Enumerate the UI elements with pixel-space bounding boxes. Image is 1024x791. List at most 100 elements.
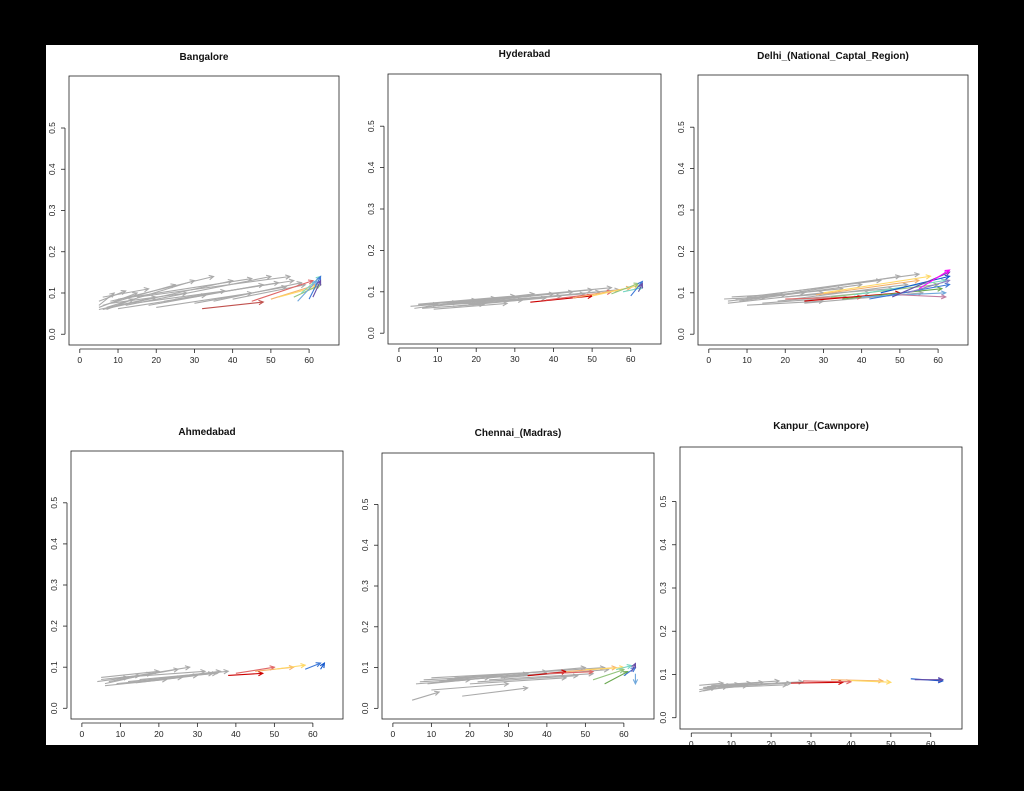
- x-tick-label: 60: [304, 355, 314, 365]
- y-tick-label: 0.0: [49, 702, 59, 714]
- arrow-series: [98, 274, 322, 311]
- y-tick-label: 0.1: [360, 661, 370, 673]
- y-tick-label: 0.5: [658, 495, 668, 507]
- y-tick-label: 0.3: [676, 204, 686, 216]
- color-arrow: [842, 286, 944, 300]
- panel-4: Ahmedabad 0 10 20 30 40 50 60 0.0 0.1 0.2 0.3 0.4 0.5: [49, 427, 344, 739]
- y-axis: 0.0 0.1 0.2 0.3 0.4 0.5: [366, 120, 385, 339]
- x-tick-label: 40: [228, 355, 238, 365]
- y-tick-label: 0.1: [658, 668, 668, 680]
- color-arrow: [637, 282, 643, 293]
- arrow-series: [699, 676, 945, 693]
- color-arrow: [202, 299, 265, 310]
- x-axis: 0 10 20 30 40 50 60: [77, 348, 314, 365]
- grey-arrow: [766, 272, 921, 296]
- x-tick-label: 20: [471, 354, 481, 364]
- x-tick-label: 40: [549, 354, 559, 364]
- y-tick-label: 0.2: [360, 621, 370, 633]
- x-tick-label: 20: [151, 355, 161, 365]
- x-tick-label: 30: [510, 354, 520, 364]
- x-tick-label: 50: [895, 355, 905, 365]
- y-tick-label: 0.1: [47, 287, 57, 299]
- x-tick-label: 10: [113, 355, 123, 365]
- y-tick-label: 0.3: [49, 579, 59, 591]
- y-tick-label: 0.3: [360, 580, 370, 592]
- grey-arrow: [462, 685, 529, 697]
- color-arrow: [815, 278, 921, 296]
- color-arrow: [604, 671, 629, 685]
- x-tick-label: 40: [846, 739, 856, 745]
- x-tick-label: 10: [433, 354, 443, 364]
- x-tick-label: 20: [766, 739, 776, 745]
- y-axis: 0.0 0.1 0.2 0.3 0.4 0.5: [49, 497, 68, 714]
- grey-arrow: [137, 274, 292, 298]
- x-tick-label: 20: [465, 729, 475, 739]
- plot-frame: [70, 450, 344, 720]
- panel-title: Hyderabad: [499, 49, 551, 60]
- y-tick-label: 0.2: [49, 620, 59, 632]
- y-axis: 0.0 0.1 0.2 0.3 0.4 0.5: [360, 498, 379, 714]
- panel-title: Bangalore: [180, 52, 229, 63]
- x-tick-label: 30: [193, 729, 203, 739]
- x-tick-label: 0: [397, 354, 402, 364]
- panel-title: Delhi_(National_Captal_Region): [757, 51, 909, 62]
- plot-frame: [381, 452, 655, 720]
- x-tick-label: 60: [626, 354, 636, 364]
- grey-arrow: [175, 278, 296, 300]
- x-tick-label: 10: [742, 355, 752, 365]
- panel-title: Kanpur_(Cawnpore): [773, 421, 869, 432]
- x-tick-label: 0: [391, 729, 396, 739]
- y-axis: 0.0 0.1 0.2 0.3 0.4 0.5: [47, 122, 66, 340]
- color-arrow: [850, 679, 893, 685]
- color-arrow: [251, 279, 315, 302]
- color-arrow: [304, 662, 322, 670]
- color-arrow: [274, 663, 307, 670]
- x-tick-label: 30: [819, 355, 829, 365]
- y-tick-label: 0.2: [676, 245, 686, 257]
- color-arrow: [312, 279, 322, 298]
- grey-arrow: [456, 285, 613, 303]
- x-tick-label: 60: [308, 729, 318, 739]
- y-tick-label: 0.0: [366, 327, 376, 339]
- x-tick-label: 30: [504, 729, 514, 739]
- grey-arrow: [411, 690, 441, 701]
- x-tick-label: 0: [80, 729, 85, 739]
- panel-3: Delhi_(National_Captal_Region) 0 10 20 30 40 5…: [676, 51, 969, 365]
- color-arrow: [319, 662, 326, 670]
- panel-title: Chennai_(Madras): [475, 428, 562, 439]
- x-tick-label: 60: [926, 739, 936, 745]
- color-arrow: [823, 274, 932, 294]
- x-tick-label: 50: [886, 739, 896, 745]
- x-tick-label: 0: [689, 739, 694, 745]
- plot-frame: [697, 74, 969, 346]
- y-tick-label: 0.4: [676, 162, 686, 174]
- color-arrow: [255, 664, 295, 672]
- y-tick-label: 0.5: [360, 498, 370, 510]
- grey-arrow: [110, 290, 189, 304]
- arrow-series: [97, 662, 326, 687]
- plot-frame: [679, 446, 963, 730]
- panel-6: Kanpur_(Cawnpore)0 10 20 30 40 50 600.00.10.20…: [658, 421, 963, 749]
- y-tick-label: 0.3: [47, 204, 57, 216]
- x-axis: 0 10 20 30 40 50 60: [689, 732, 936, 749]
- y-tick-label: 0.5: [676, 121, 686, 133]
- x-axis: 0 10 20 30 40 50 60: [80, 722, 318, 739]
- grey-arrow: [723, 682, 789, 689]
- arrow-series: [411, 662, 639, 701]
- color-arrow: [907, 279, 951, 294]
- arrow-series: [724, 269, 951, 306]
- color-arrow: [228, 670, 265, 677]
- grey-arrow: [431, 681, 510, 691]
- y-tick-label: 0.4: [366, 161, 376, 173]
- color-arrow: [631, 662, 637, 672]
- color-arrow: [592, 668, 626, 681]
- y-tick-label: 0.3: [658, 582, 668, 594]
- grey-arrow: [489, 671, 595, 681]
- y-tick-label: 0.0: [360, 702, 370, 714]
- x-tick-label: 0: [706, 355, 711, 365]
- y-tick-label: 0.5: [366, 120, 376, 132]
- y-tick-label: 0.2: [47, 246, 57, 258]
- x-tick-label: 50: [266, 355, 276, 365]
- x-tick-label: 30: [806, 739, 816, 745]
- y-tick-label: 0.5: [47, 122, 57, 134]
